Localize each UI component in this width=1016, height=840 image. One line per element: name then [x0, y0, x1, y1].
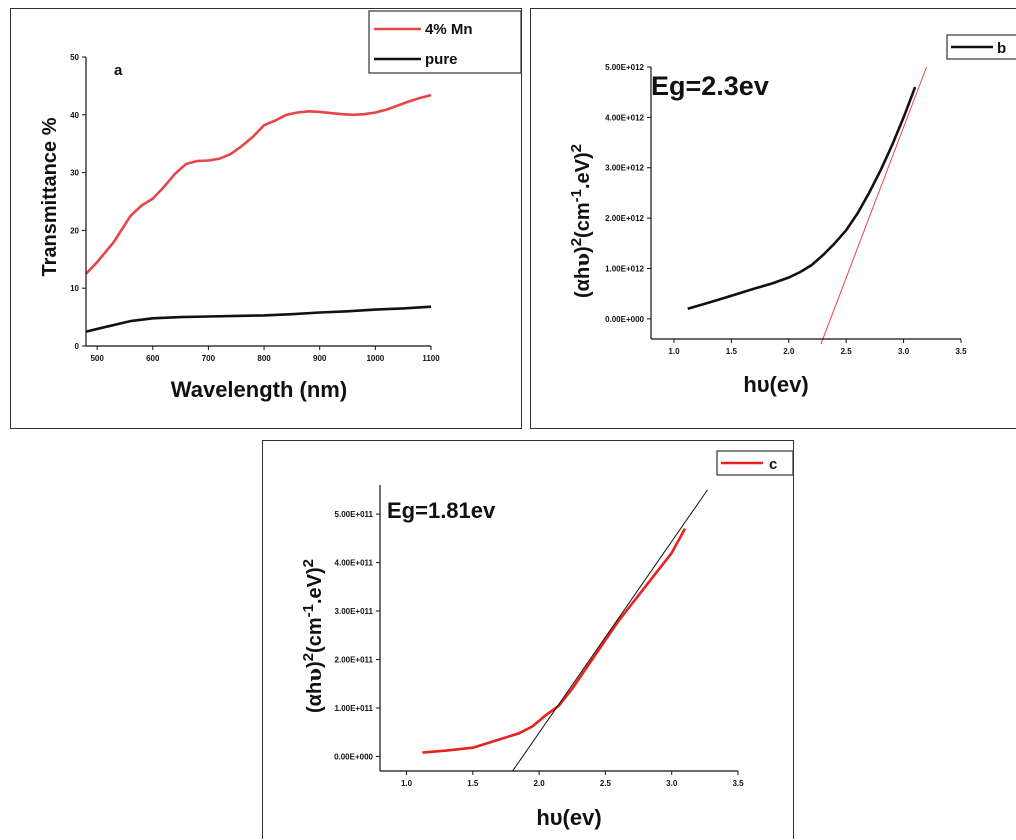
- panel-a-transmittance-chart: 500 600 700 800 900 1000 1100 0 10 20 30 40 50 a Wav…: [10, 8, 522, 429]
- chart-c-x-tick-label: 2.0: [534, 779, 546, 788]
- chart-c-bandgap-annotation: Eg=1.81ev: [387, 498, 496, 523]
- panel-b-tauc-plot: 1.0 1.5 2.0 2.5 3.0 3.5 0.00E+000 1.00E+012 2.00…: [530, 8, 1016, 429]
- chart-b-x-tick-label: 2.0: [783, 347, 795, 356]
- chart-b-x-axis-label: hυ(ev): [743, 372, 808, 397]
- chart-c-x-tick-label: 2.5: [600, 779, 612, 788]
- chart-a-y-axis-label: Transmittance %: [39, 117, 61, 276]
- chart-a-series-line-0: [85, 93, 432, 275]
- chart-b-legend-label: b: [997, 40, 1006, 57]
- chart-a-x-tick-label: 1100: [422, 354, 440, 363]
- chart-c-y-tick-label: 2.00E+011: [335, 656, 374, 665]
- chart-a-legend-label-pure: pure: [425, 51, 458, 68]
- chart-b-y-tick-label: 0.00E+000: [605, 315, 644, 324]
- chart-b-x-tick-label: 3.5: [955, 347, 967, 356]
- chart-c-x-tick-label: 3.5: [732, 779, 744, 788]
- chart-a-legend-label-4mn: 4% Mn: [425, 21, 473, 38]
- chart-b-y-tick-label: 4.00E+012: [605, 113, 644, 122]
- chart-a-x-tick-label: 900: [313, 354, 327, 363]
- chart-b-tangent-fit-line: [820, 66, 928, 345]
- chart-b-y-axis-label: (αhυ)2(cm-1.eV)2: [568, 144, 595, 298]
- chart-a-y-tick-label: 50: [70, 53, 79, 62]
- chart-c-y-tick-label: 0.00E+000: [334, 752, 373, 761]
- chart-a-svg: 500 600 700 800 900 1000 1100 0 10 20 30 40 50 a Wav…: [39, 10, 522, 402]
- panel-c-tauc-plot: 1.0 1.5 2.0 2.5 3.0 3.5 0.00E+000 1.00E+011 2.00…: [262, 440, 794, 839]
- chart-b-y-tick-label: 1.00E+012: [605, 264, 644, 273]
- chart-b-x-tick-label: 2.5: [841, 347, 853, 356]
- chart-c-legend: c: [716, 450, 794, 476]
- chart-b-y-tick-label: 5.00E+012: [605, 63, 644, 72]
- chart-a-y-tick-label: 20: [70, 226, 79, 235]
- chart-c-y-tick-label: 1.00E+011: [335, 704, 374, 713]
- chart-a-panel-label: a: [114, 62, 123, 79]
- chart-c-x-tick-label: 1.0: [401, 779, 413, 788]
- chart-c-y-tick-label: 3.00E+011: [335, 607, 374, 616]
- chart-c-svg: 1.0 1.5 2.0 2.5 3.0 3.5 0.00E+000 1.00E+011 2.00…: [300, 450, 794, 830]
- chart-a-y-tick-label: 30: [70, 169, 79, 178]
- chart-a-x-tick-label: 1000: [366, 354, 384, 363]
- chart-c-x-tick-label: 1.5: [467, 779, 479, 788]
- chart-a-x-tick-label: 800: [257, 354, 271, 363]
- chart-c-y-tick-label: 5.00E+011: [335, 510, 374, 519]
- chart-b-x-tick-label: 1.5: [726, 347, 738, 356]
- chart-a-x-tick-label: 600: [146, 354, 160, 363]
- chart-a-legend-box: [368, 10, 522, 74]
- chart-c-x-axis-label: hυ(ev): [536, 805, 601, 830]
- chart-b-x-tick-label: 3.0: [898, 347, 910, 356]
- chart-b-y-tick-label: 2.00E+012: [605, 214, 644, 223]
- chart-a-y-tick-label: 0: [75, 342, 80, 351]
- chart-a-x-tick-label: 500: [90, 354, 104, 363]
- chart-c-y-tick-label: 4.00E+011: [335, 559, 374, 568]
- chart-c-tangent-fit-line: [512, 489, 708, 772]
- chart-c-x-tick-label: 3.0: [666, 779, 678, 788]
- chart-b-legend: b: [946, 34, 1016, 60]
- chart-c-series-line-0: [422, 527, 687, 754]
- chart-a-y-tick-label: 40: [70, 111, 79, 120]
- chart-a-legend: 4% Mn pure: [368, 10, 522, 74]
- chart-b-y-tick-label: 3.00E+012: [605, 164, 644, 173]
- chart-c-legend-label: c: [769, 456, 777, 473]
- chart-a-x-axis-label: Wavelength (nm): [171, 377, 347, 402]
- chart-b-svg: 1.0 1.5 2.0 2.5 3.0 3.5 0.00E+000 1.00E+012 2.00…: [568, 34, 1016, 397]
- chart-b-bandgap-annotation: Eg=2.3ev: [651, 71, 769, 101]
- chart-b-x-tick-label: 1.0: [668, 347, 680, 356]
- chart-a-x-tick-label: 700: [202, 354, 216, 363]
- chart-c-y-axis-label: (αhυ)2(cm-1.eV)2: [300, 559, 327, 713]
- chart-a-y-tick-label: 10: [70, 284, 79, 293]
- chart-a-series-line-1: [85, 305, 432, 333]
- chart-b-series-line-0: [687, 86, 917, 311]
